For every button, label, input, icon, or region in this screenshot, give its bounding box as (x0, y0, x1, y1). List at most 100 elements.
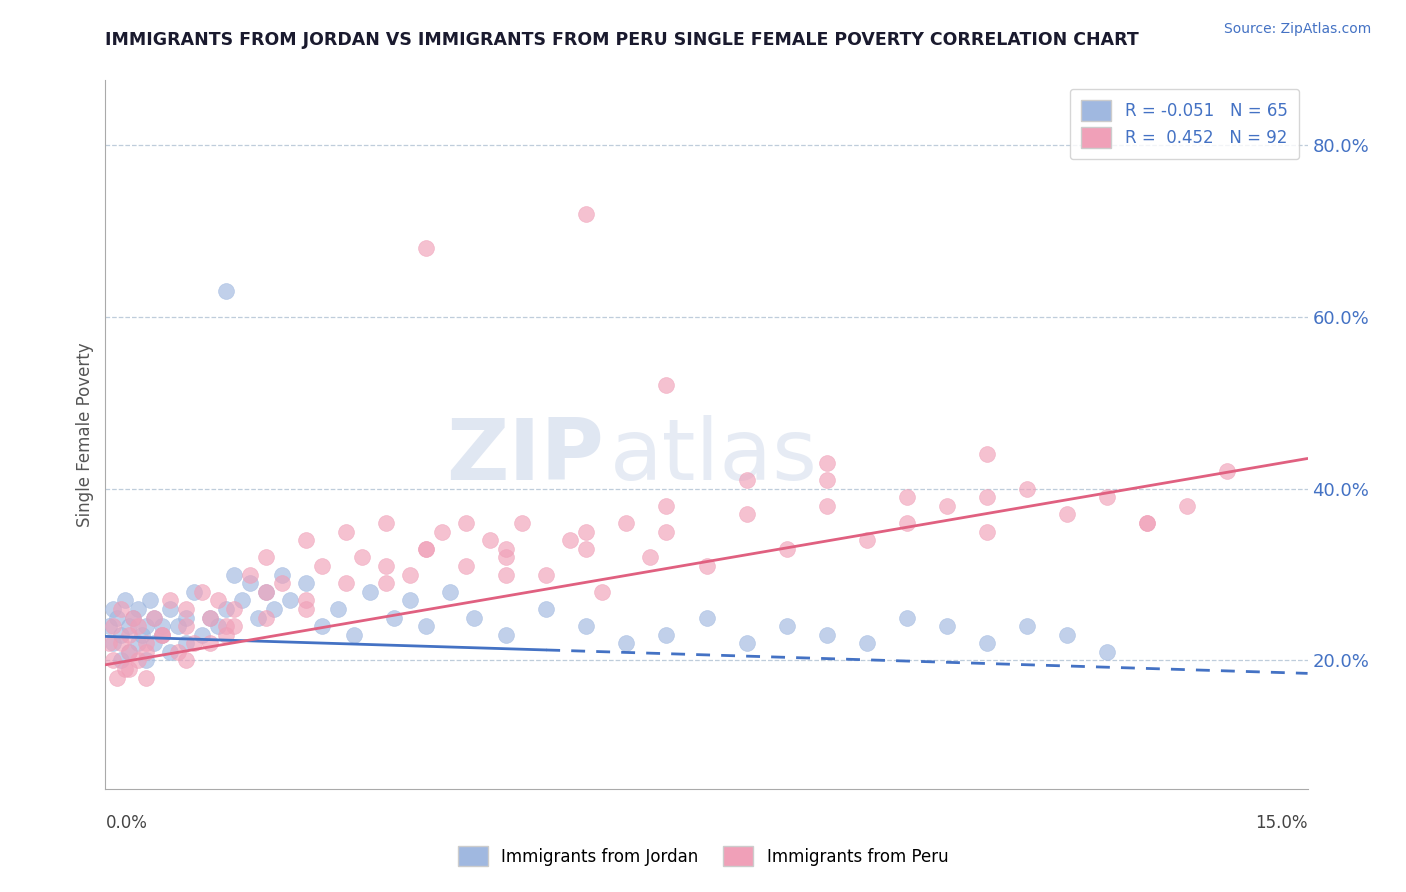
Point (222, 602, 245, 616)
Point (122, 610, 145, 624)
Point (138, 593, 160, 607)
Point (166, 645, 188, 659)
Point (239, 576, 262, 591)
Point (98, 636, 121, 650)
Point (174, 653, 197, 667)
Point (135, 645, 157, 659)
Point (214, 284, 236, 298)
Point (326, 602, 349, 616)
Point (103, 619, 125, 633)
Point (534, 567, 557, 582)
Point (103, 653, 125, 667)
Point (343, 628, 366, 642)
Legend: R = -0.051   N = 65, R =  0.452   N = 92: R = -0.051 N = 65, R = 0.452 N = 92 (1070, 88, 1299, 160)
Point (118, 662, 141, 676)
Point (735, 636, 758, 650)
Point (295, 593, 318, 607)
Point (936, 619, 959, 633)
Point (142, 636, 165, 650)
Point (254, 584, 277, 599)
Point (110, 628, 132, 642)
Point (655, 378, 678, 392)
Point (159, 645, 181, 659)
Point (976, 524, 998, 539)
Point (815, 499, 838, 513)
Point (454, 516, 477, 530)
Point (1017, 482, 1039, 496)
Point (166, 619, 188, 633)
Point (976, 447, 998, 461)
Point (374, 576, 398, 591)
Point (359, 584, 381, 599)
Point (415, 619, 437, 633)
Point (815, 473, 838, 487)
Point (127, 602, 149, 616)
Point (1017, 619, 1039, 633)
Point (855, 533, 877, 548)
Point (207, 593, 229, 607)
Point (1097, 490, 1119, 504)
Point (415, 541, 437, 556)
Point (735, 473, 758, 487)
Point (114, 593, 136, 607)
Point (103, 602, 125, 616)
Y-axis label: Single Female Poverty: Single Female Poverty (76, 343, 94, 527)
Point (198, 610, 221, 624)
Point (118, 628, 141, 642)
Point (936, 499, 959, 513)
Point (575, 541, 598, 556)
Point (776, 541, 799, 556)
Point (575, 206, 598, 220)
Point (350, 550, 373, 565)
Point (110, 653, 132, 667)
Point (655, 524, 678, 539)
Point (131, 628, 153, 642)
Point (1216, 464, 1239, 478)
Point (463, 610, 485, 624)
Point (114, 662, 136, 676)
Point (616, 636, 638, 650)
Point (254, 550, 277, 565)
Point (335, 576, 357, 591)
Text: 15.0%: 15.0% (1256, 814, 1308, 831)
Point (159, 593, 181, 607)
Point (976, 490, 998, 504)
Point (1136, 516, 1159, 530)
Point (135, 671, 157, 685)
Point (246, 610, 269, 624)
Point (174, 636, 197, 650)
Point (510, 516, 533, 530)
Point (439, 584, 461, 599)
Point (263, 602, 285, 616)
Point (183, 584, 205, 599)
Text: ZIP: ZIP (447, 415, 605, 498)
Point (399, 593, 422, 607)
Point (135, 653, 157, 667)
Text: atlas: atlas (610, 415, 818, 498)
Point (98, 619, 121, 633)
Point (591, 584, 613, 599)
Point (214, 619, 236, 633)
Point (655, 628, 678, 642)
Point (415, 541, 437, 556)
Point (127, 636, 149, 650)
Point (415, 241, 437, 255)
Point (118, 645, 141, 659)
Point (1056, 628, 1078, 642)
Point (335, 524, 357, 539)
Point (855, 636, 877, 650)
Point (135, 619, 157, 633)
Point (142, 610, 165, 624)
Point (575, 524, 598, 539)
Point (183, 636, 205, 650)
Legend: Immigrants from Jordan, Immigrants from Peru: Immigrants from Jordan, Immigrants from … (451, 839, 955, 873)
Point (214, 602, 236, 616)
Point (776, 619, 799, 633)
Point (616, 516, 638, 530)
Point (896, 490, 918, 504)
Point (896, 516, 918, 530)
Point (479, 533, 502, 548)
Point (1177, 499, 1199, 513)
Point (495, 567, 517, 582)
Point (495, 628, 517, 642)
